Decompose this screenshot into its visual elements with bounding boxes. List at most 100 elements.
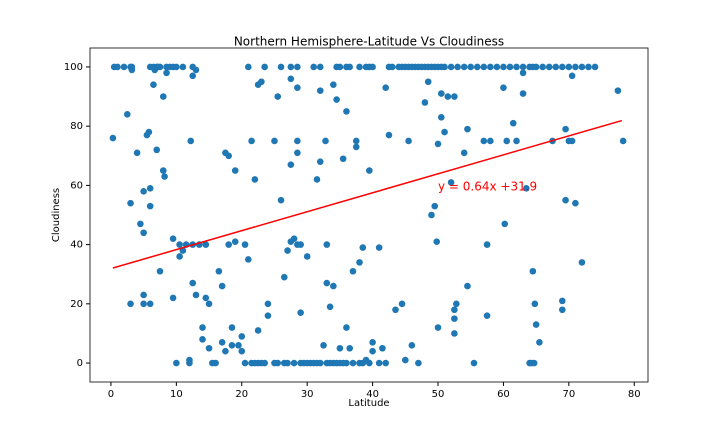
y-tick-label: 60 <box>70 180 83 191</box>
scatter-point <box>294 84 301 91</box>
scatter-point <box>480 137 488 145</box>
scatter-point <box>225 152 232 160</box>
scatter-point <box>565 63 573 71</box>
scatter-point <box>173 359 180 367</box>
scatter-point <box>433 238 441 245</box>
scatter-point <box>297 241 304 248</box>
scatter-point <box>392 306 399 314</box>
scatter-point <box>531 300 539 308</box>
scatter-point <box>159 93 167 100</box>
scatter-point <box>398 300 406 308</box>
scatter-point <box>509 119 517 127</box>
scatter-point <box>169 235 177 242</box>
scatter-point <box>330 282 337 290</box>
scatter-point <box>290 235 298 242</box>
scatter-point <box>287 63 295 71</box>
scatter-point <box>356 63 363 71</box>
scatter-point <box>513 63 520 71</box>
scatter-point <box>385 131 393 139</box>
scatter-point <box>127 300 134 308</box>
scatter-point <box>382 359 389 367</box>
scatter-point <box>536 339 543 346</box>
scatter-point <box>192 66 200 74</box>
y-tick-label: 0 <box>77 358 83 369</box>
y-tick-label: 20 <box>70 299 83 310</box>
scatter-point <box>264 300 272 308</box>
scatter-point <box>140 291 147 299</box>
scatter-point <box>532 63 540 71</box>
scatter-point <box>156 63 164 71</box>
scatter-point <box>444 93 452 100</box>
scatter-point <box>343 324 350 331</box>
scatter-point <box>322 137 329 145</box>
scatter-point <box>451 315 458 322</box>
scatter-point <box>310 63 318 71</box>
scatter-point <box>146 185 154 192</box>
scatter-point <box>251 359 259 367</box>
x-tick-label: 80 <box>628 389 641 400</box>
regression-equation: y = 0.64x +31.9 <box>438 180 537 194</box>
scatter-point <box>545 63 553 71</box>
scatter-point <box>453 300 460 308</box>
scatter-point <box>506 63 514 71</box>
scatter-point <box>140 188 147 195</box>
scatter-point <box>120 63 128 71</box>
scatter-point <box>215 267 223 275</box>
scatter-point <box>150 81 157 89</box>
scatter-point <box>218 282 226 290</box>
scatter-point <box>352 137 360 145</box>
scatter-point <box>320 341 327 349</box>
scatter-point <box>280 273 288 281</box>
scatter-point <box>562 196 569 204</box>
scatter-point <box>487 63 494 71</box>
scatter-point <box>562 125 569 133</box>
scatter-point <box>159 167 167 174</box>
scatter-point <box>137 220 144 228</box>
x-tick-label: 70 <box>562 389 575 400</box>
scatter-point <box>245 63 252 71</box>
scatter-point <box>366 167 373 174</box>
scatter-point <box>173 63 180 71</box>
x-tick-label: 20 <box>235 389 248 400</box>
scatter-point <box>323 279 331 287</box>
scatter-point <box>434 140 442 148</box>
scatter-point <box>176 241 183 248</box>
y-tick-label: 100 <box>64 62 83 73</box>
scatter-point <box>313 176 321 183</box>
scatter-point <box>202 241 210 248</box>
scatter-point <box>231 238 239 245</box>
scatter-point <box>284 359 291 367</box>
scatter-point <box>123 111 131 118</box>
scatter-point <box>539 63 546 71</box>
scatter-point <box>501 220 509 228</box>
scatter-point <box>330 81 337 89</box>
scatter-point <box>235 341 242 349</box>
scatter-point <box>519 63 527 71</box>
scatter-point <box>284 247 291 254</box>
scatter-point <box>346 344 354 352</box>
scatter-point <box>349 359 357 367</box>
scatter-point <box>614 87 622 94</box>
scatter-point <box>336 63 344 71</box>
scatter-point <box>464 125 471 133</box>
scatter-point <box>415 359 422 367</box>
scatter-point <box>127 199 134 207</box>
scatter-point <box>568 137 576 145</box>
scatter-point <box>179 63 187 71</box>
scatter-point <box>316 158 324 166</box>
scatter-point <box>480 63 488 71</box>
scatter-point <box>460 149 468 157</box>
scatter-point <box>228 324 236 331</box>
scatter-point <box>447 63 455 71</box>
scatter-point <box>140 229 147 237</box>
scatter-point <box>402 356 409 364</box>
y-tick-label: 40 <box>70 240 83 251</box>
x-tick-label: 30 <box>301 389 314 400</box>
scatter-point <box>287 75 295 83</box>
scatter-point <box>212 359 219 367</box>
scatter-point <box>362 356 370 364</box>
scatter-point <box>559 306 566 314</box>
scatter-point <box>552 63 560 71</box>
scatter-point <box>424 78 432 86</box>
scatter-point <box>382 84 389 91</box>
